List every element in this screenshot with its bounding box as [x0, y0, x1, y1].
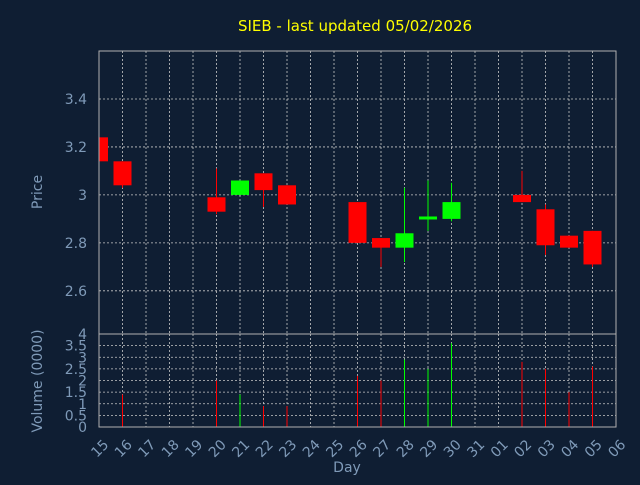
volume-series: [122, 343, 593, 427]
price-tick-label: 3: [78, 188, 87, 204]
x-tick-label: 21: [229, 437, 253, 461]
x-tick-label: 16: [112, 437, 136, 461]
candle-body: [231, 180, 249, 195]
volume-panel-frame: [98, 333, 617, 428]
candle-body: [372, 238, 390, 248]
candlestick-series: [98, 137, 602, 267]
x-tick-label: 03: [535, 437, 559, 461]
volume-tick-label: 3.5: [65, 339, 87, 355]
x-tick-label: 28: [394, 437, 418, 461]
x-tick-label: 01: [488, 437, 512, 461]
price-tick-label: 2.6: [65, 284, 87, 300]
x-tick-label: 18: [159, 437, 183, 461]
volume-tick-labels: 00.511.522.533.54: [65, 327, 87, 436]
x-tick-label: 31: [464, 437, 488, 461]
price-tick-label: 3.2: [65, 140, 87, 156]
candle-body: [419, 216, 437, 220]
x-tick-label: 22: [253, 437, 277, 461]
x-tick-label: 02: [511, 437, 535, 461]
volume-tick-label: 1: [78, 397, 87, 413]
candle-body: [442, 202, 461, 219]
x-tick-label: 26: [347, 437, 371, 461]
x-tick-label: 15: [88, 437, 112, 461]
candle-body: [113, 161, 132, 186]
x-tick-label: 24: [300, 437, 324, 461]
x-tick-label: 27: [370, 437, 394, 461]
price-tick-label: 3.4: [65, 92, 87, 108]
volume-tick-label: 2.5: [65, 362, 87, 378]
x-tick-label: 23: [276, 437, 300, 461]
candle-body: [207, 197, 226, 212]
x-tick-label: 04: [558, 437, 582, 461]
x-tick-label: 19: [182, 437, 206, 461]
candle-body: [583, 230, 602, 265]
candle-body: [278, 185, 296, 205]
x-tick-label: 30: [441, 437, 465, 461]
x-tick-label: 06: [605, 437, 629, 461]
candle-body: [560, 235, 578, 248]
x-tick-label: 20: [206, 437, 230, 461]
chart-title: SIEB - last updated 05/02/2026: [238, 17, 472, 35]
x-tick-label: 05: [582, 437, 606, 461]
candle-body: [254, 173, 273, 191]
price-tick-labels: 2.6 2.8 3 3.2 3.4: [65, 92, 87, 300]
candle-body: [348, 202, 367, 243]
x-axis-label: Day: [333, 460, 361, 476]
candle-body: [536, 209, 555, 246]
candle-body: [513, 194, 531, 203]
volume-tick-label: 0.5: [65, 408, 87, 424]
volume-tick-label: 2: [78, 374, 87, 390]
price-tick-label: 2.8: [65, 236, 87, 252]
x-tick-label: 29: [417, 437, 441, 461]
candle-body: [395, 233, 414, 248]
x-tick-label: 17: [135, 437, 159, 461]
volume-tick-label: 4: [78, 327, 87, 343]
x-tick-labels: 15 16 17 18 19 20 21 22 23 24 25 26 27 28 29 30 31 01 02 03…: [88, 437, 629, 461]
volume-tick-label: 1.5: [65, 385, 87, 401]
candle-body: [99, 137, 108, 162]
price-grid: [99, 51, 616, 334]
volume-tick-label: 3: [78, 350, 87, 366]
volume-tick-label: 0: [78, 420, 87, 436]
volume-axis-label: Volume (0000): [30, 329, 46, 432]
price-axis-label: Price: [30, 175, 46, 209]
x-tick-label: 25: [323, 437, 347, 461]
